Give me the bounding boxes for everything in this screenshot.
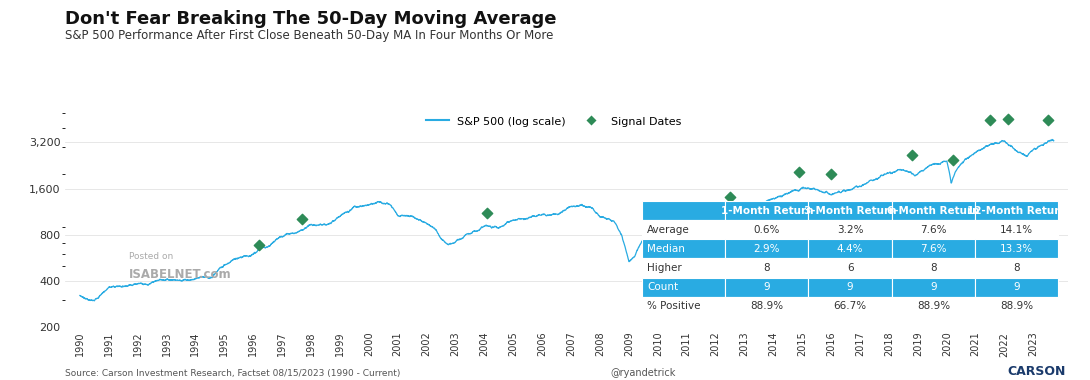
Text: 9: 9 [930, 282, 936, 292]
Bar [892, 201, 974, 220]
Bar [809, 277, 892, 297]
Text: 88.9%: 88.9% [1000, 301, 1033, 311]
Text: 88.9%: 88.9% [917, 301, 949, 311]
Bar [725, 277, 809, 297]
Bar [642, 258, 725, 277]
Text: 3.2%: 3.2% [837, 225, 863, 235]
Text: Don't Fear Breaking The 50-Day Moving Average: Don't Fear Breaking The 50-Day Moving Av… [65, 10, 557, 27]
Text: 8: 8 [930, 263, 936, 273]
Text: 8: 8 [1014, 263, 1020, 273]
Text: Average: Average [647, 225, 690, 235]
Text: % Positive: % Positive [647, 301, 701, 311]
Text: 8: 8 [764, 263, 771, 273]
Bar [809, 297, 892, 316]
Text: 13.3%: 13.3% [1000, 244, 1033, 254]
Text: 1-Month Return: 1-Month Return [720, 206, 813, 216]
Text: 7.6%: 7.6% [920, 225, 946, 235]
Point [823, 171, 840, 177]
Point [944, 157, 961, 163]
Text: 66.7%: 66.7% [834, 301, 867, 311]
Legend: S&P 500 (log scale), Signal Dates: S&P 500 (log scale), Signal Dates [422, 112, 686, 131]
Text: Posted on: Posted on [129, 252, 173, 261]
Bar [974, 277, 1058, 297]
Text: 88.9%: 88.9% [750, 301, 784, 311]
Point [1039, 117, 1056, 124]
Bar [725, 239, 809, 258]
Text: 6: 6 [847, 263, 853, 273]
Bar [809, 258, 892, 277]
Point [981, 117, 998, 124]
Text: Count: Count [647, 282, 678, 292]
Bar [892, 277, 974, 297]
Bar [725, 297, 809, 316]
Point [251, 242, 268, 248]
Point [790, 169, 808, 175]
Text: CARSON: CARSON [1007, 365, 1066, 378]
Text: @ryandetrick: @ryandetrick [610, 368, 676, 378]
Bar [725, 220, 809, 239]
Bar [809, 220, 892, 239]
Text: 14.1%: 14.1% [1000, 225, 1033, 235]
Bar [892, 220, 974, 239]
Bar [974, 239, 1058, 258]
Point [904, 152, 921, 158]
Text: 9: 9 [1014, 282, 1020, 292]
Text: 6-Month Return: 6-Month Return [887, 206, 980, 216]
Bar [642, 277, 725, 297]
Text: 12-Month Return: 12-Month Return [967, 206, 1066, 216]
Bar [974, 297, 1058, 316]
Point [293, 216, 311, 222]
Bar [642, 201, 725, 220]
Bar [809, 239, 892, 258]
Bar [892, 258, 974, 277]
Bar [725, 258, 809, 277]
Bar [974, 201, 1058, 220]
Text: S&P 500 Performance After First Close Beneath 50-Day MA In Four Months Or More: S&P 500 Performance After First Close Be… [65, 28, 554, 41]
Text: 2.9%: 2.9% [753, 244, 780, 254]
Text: 9: 9 [764, 282, 771, 292]
Text: 3-Month Return: 3-Month Return [803, 206, 896, 216]
Text: 9: 9 [847, 282, 853, 292]
Text: 7.6%: 7.6% [920, 244, 946, 254]
Text: Higher: Higher [647, 263, 681, 273]
Bar [725, 201, 809, 220]
Text: 0.6%: 0.6% [753, 225, 780, 235]
Point [479, 210, 496, 216]
Bar [974, 258, 1058, 277]
Bar [892, 297, 974, 316]
Bar [809, 201, 892, 220]
Bar [974, 220, 1058, 239]
Point [670, 206, 688, 212]
Bar [642, 220, 725, 239]
Text: Source: Carson Investment Research, Factset 08/15/2023 (1990 - Current): Source: Carson Investment Research, Fact… [65, 369, 401, 378]
Bar [892, 239, 974, 258]
Text: ISABELNET.com: ISABELNET.com [129, 268, 231, 280]
Point [998, 116, 1016, 122]
Point [722, 194, 739, 200]
Text: 4.4%: 4.4% [837, 244, 863, 254]
Text: Median: Median [647, 244, 685, 254]
Bar [642, 297, 725, 316]
Bar [642, 239, 725, 258]
